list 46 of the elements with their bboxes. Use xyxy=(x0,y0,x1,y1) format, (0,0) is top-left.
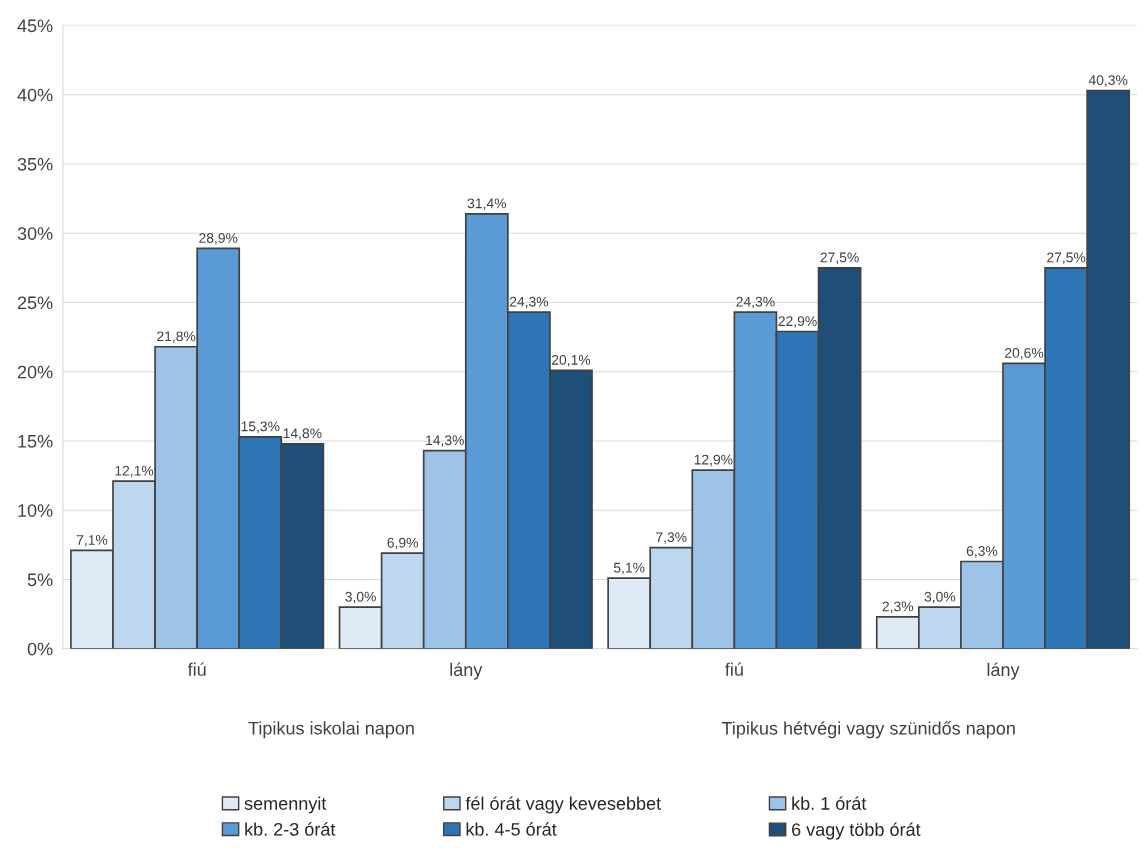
x-tick-label: lány xyxy=(450,662,483,680)
legend-label: kb. 1 órát xyxy=(792,796,867,810)
text: Tipikus hétvégi vagy szünidős napon xyxy=(721,721,1015,739)
data-label: 28,9% xyxy=(199,233,238,245)
data-label: 5,1% xyxy=(613,562,645,575)
data-label: 6,9% xyxy=(387,537,418,550)
data-label: 21,8% xyxy=(157,331,196,343)
legend-label: kb. 2-3 órát xyxy=(245,822,336,836)
y-tick-label: 40% xyxy=(17,88,53,102)
legend-label: 6 vagy több órát xyxy=(792,822,921,840)
data-label: 2,3% xyxy=(882,601,914,613)
data-label: 24,3% xyxy=(736,296,775,309)
data-label: 20,6% xyxy=(1005,348,1044,360)
data-label: 24,3% xyxy=(509,296,549,309)
data-label: 27,5% xyxy=(1047,252,1086,264)
x-tick-label: fiú xyxy=(187,662,206,676)
data-label: 14,8% xyxy=(283,428,322,440)
data-label: 12,9% xyxy=(694,454,733,467)
legend-label: kb. 4-5 órát xyxy=(466,822,557,836)
text: Tipikus iskolai napon xyxy=(248,721,414,739)
data-label: 15,3% xyxy=(241,421,280,433)
y-tick-label: 0% xyxy=(27,642,53,656)
data-label: 3,0% xyxy=(924,591,956,604)
data-label: 27,5% xyxy=(820,252,859,264)
y-tick-label: 30% xyxy=(17,227,53,240)
y-tick-label: 25% xyxy=(17,296,53,310)
legend-label: fél órát vagy kevesebbet xyxy=(465,796,661,814)
data-label: 40,3% xyxy=(1088,75,1128,87)
data-label: 31,4% xyxy=(467,198,507,210)
x-tick-label: fiú xyxy=(725,662,743,676)
y-tick-label: 15% xyxy=(18,434,53,448)
legend-label: semennyit xyxy=(244,796,327,814)
y-tick-label: 35% xyxy=(17,157,53,171)
data-label: 22,9% xyxy=(778,316,817,328)
data-label: 14,3% xyxy=(426,435,464,447)
data-label: 12,1% xyxy=(115,465,154,478)
data-label: 6,3% xyxy=(966,546,998,558)
x-tick-label: lány xyxy=(987,662,1020,680)
y-tick-label: 5% xyxy=(27,573,53,587)
y-tick-label: 10% xyxy=(18,504,53,517)
data-label: 7,1% xyxy=(76,535,108,547)
data-label: 3,0% xyxy=(345,591,376,604)
data-label: 7,3% xyxy=(656,532,687,544)
data-label: 20,1% xyxy=(551,354,591,367)
y-tick-label: 45% xyxy=(17,19,53,33)
y-tick-label: 20% xyxy=(17,365,53,379)
